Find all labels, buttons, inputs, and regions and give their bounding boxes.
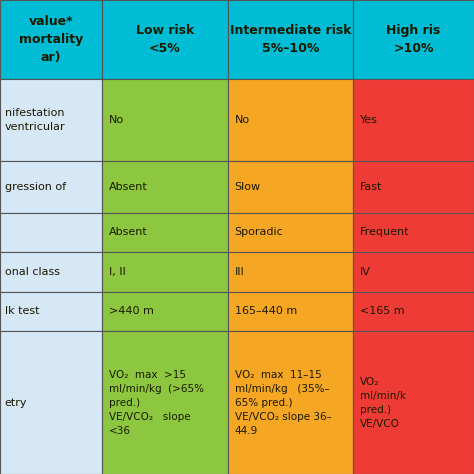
Bar <box>0 0 102 79</box>
Bar <box>102 79 228 161</box>
Text: 165–440 m: 165–440 m <box>235 307 297 317</box>
Bar <box>102 252 228 292</box>
Bar <box>228 292 353 331</box>
Text: Absent: Absent <box>109 228 148 237</box>
Bar <box>0 213 102 252</box>
Text: Fast: Fast <box>360 182 383 192</box>
Bar <box>228 79 353 161</box>
Bar <box>102 161 228 213</box>
Bar <box>353 161 474 213</box>
Text: value*
mortality
ar): value* mortality ar) <box>19 15 83 64</box>
Bar <box>0 331 102 474</box>
Text: onal class: onal class <box>5 267 60 277</box>
Bar <box>228 0 353 79</box>
Bar <box>228 331 353 474</box>
Text: I, II: I, II <box>109 267 126 277</box>
Text: Slow: Slow <box>235 182 261 192</box>
Bar <box>228 252 353 292</box>
Text: lk test: lk test <box>5 307 39 317</box>
Text: gression of: gression of <box>5 182 66 192</box>
Text: VO₂  max  11–15
ml/min/kg   (35%–
65% pred.)
VE/VCO₂ slope 36–
44.9: VO₂ max 11–15 ml/min/kg (35%– 65% pred.)… <box>235 370 331 436</box>
Bar <box>353 79 474 161</box>
Bar <box>228 213 353 252</box>
Bar <box>102 213 228 252</box>
Text: Frequent: Frequent <box>360 228 410 237</box>
Text: IV: IV <box>360 267 371 277</box>
Text: Low risk
<5%: Low risk <5% <box>136 24 194 55</box>
Bar <box>102 0 228 79</box>
Text: No: No <box>109 115 124 125</box>
Text: III: III <box>235 267 245 277</box>
Text: VO₂
ml/min/k
pred.)
VE/VCO: VO₂ ml/min/k pred.) VE/VCO <box>360 377 406 428</box>
Text: VO₂  max  >15
ml/min/kg  (>65%
pred.)
VE/VCO₂   slope
<36: VO₂ max >15 ml/min/kg (>65% pred.) VE/VC… <box>109 370 204 436</box>
Bar <box>0 79 102 161</box>
Text: <165 m: <165 m <box>360 307 405 317</box>
Text: nifestation
ventricular: nifestation ventricular <box>5 109 65 132</box>
Text: Sporadic: Sporadic <box>235 228 283 237</box>
Text: High ris
>10%: High ris >10% <box>386 24 441 55</box>
Bar <box>353 0 474 79</box>
Bar <box>353 252 474 292</box>
Text: No: No <box>235 115 250 125</box>
Bar <box>0 252 102 292</box>
Bar <box>353 292 474 331</box>
Text: Intermediate risk
5%–10%: Intermediate risk 5%–10% <box>229 24 351 55</box>
Text: etry: etry <box>5 398 27 408</box>
Bar <box>102 292 228 331</box>
Bar <box>228 161 353 213</box>
Text: >440 m: >440 m <box>109 307 154 317</box>
Text: Yes: Yes <box>360 115 378 125</box>
Bar <box>353 331 474 474</box>
Bar <box>0 292 102 331</box>
Bar <box>0 161 102 213</box>
Text: Absent: Absent <box>109 182 148 192</box>
Bar <box>102 331 228 474</box>
Bar <box>353 213 474 252</box>
